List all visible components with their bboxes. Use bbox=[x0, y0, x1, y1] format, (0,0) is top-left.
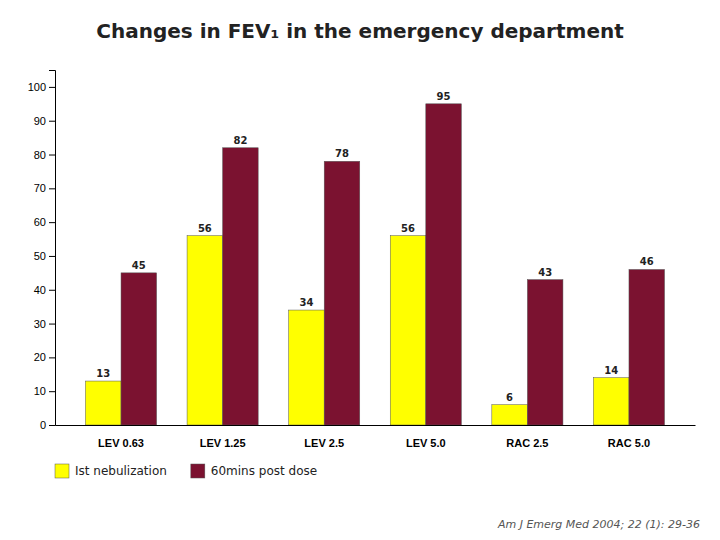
y-tick: 60 bbox=[34, 216, 55, 228]
data-label: 43 bbox=[538, 267, 552, 278]
x-tick: RAC 2.5 bbox=[506, 437, 548, 449]
data-label: 13 bbox=[96, 368, 110, 379]
bar bbox=[629, 269, 665, 425]
x-tick-label: LEV 1.25 bbox=[200, 437, 246, 449]
y-tick: 80 bbox=[34, 149, 55, 161]
y-tick-label: 60 bbox=[34, 216, 46, 228]
y-tick: 10 bbox=[34, 385, 55, 397]
x-tick-label: LEV 0.63 bbox=[98, 437, 144, 449]
y-tick-mark bbox=[49, 188, 55, 189]
legend: Ist nebulization 60mins post dose bbox=[55, 464, 317, 478]
y-tick-label: 70 bbox=[34, 182, 46, 194]
x-axis-line bbox=[56, 425, 696, 426]
bar bbox=[121, 273, 157, 425]
x-axis: LEV 0.63 LEV 1.25 LEV 2.5 LEV 5.0 RAC 2.5 RAC… bbox=[56, 426, 696, 450]
data-label: 6 bbox=[506, 392, 513, 403]
data-label: 14 bbox=[604, 365, 618, 376]
y-tick-label: 20 bbox=[34, 351, 46, 363]
y-tick-label: 10 bbox=[34, 385, 46, 397]
data-label: 78 bbox=[335, 148, 349, 159]
bar bbox=[223, 148, 259, 425]
y-tick: 70 bbox=[34, 182, 55, 194]
annotation: Am J Emerg Med 2004; 22 (1): 29-36 bbox=[497, 518, 700, 531]
y-tick-mark bbox=[49, 87, 55, 88]
y-tick-label: 90 bbox=[34, 115, 46, 127]
bar bbox=[527, 280, 563, 425]
y-tick-mark bbox=[49, 256, 55, 257]
legend-label: Ist nebulization bbox=[75, 464, 167, 478]
y-tick-label: 80 bbox=[34, 149, 46, 161]
y-tick: 40 bbox=[34, 284, 55, 296]
y-tick-label: 50 bbox=[34, 250, 46, 262]
x-tick-label: RAC 5.0 bbox=[608, 437, 650, 449]
legend-item: 60mins post dose bbox=[191, 464, 317, 478]
title: Changes in FEV₁ in the emergency departm… bbox=[96, 19, 624, 43]
x-tick: LEV 5.0 bbox=[406, 437, 446, 449]
bar bbox=[187, 236, 223, 425]
y-tick: 20 bbox=[34, 351, 55, 363]
x-tick-label: LEV 2.5 bbox=[304, 437, 344, 449]
chart: Changes in FEV₁ in the emergency departm… bbox=[0, 0, 720, 540]
y-tick-mark bbox=[49, 357, 55, 358]
legend-label: 60mins post dose bbox=[211, 464, 317, 478]
bar bbox=[492, 405, 528, 425]
bar bbox=[390, 236, 426, 425]
y-axis-line bbox=[49, 71, 56, 426]
y-tick-label: 30 bbox=[34, 318, 46, 330]
y-tick: 0 bbox=[40, 419, 55, 431]
y-tick-mark bbox=[49, 290, 55, 291]
data-label: 46 bbox=[640, 256, 654, 267]
data-label: 45 bbox=[132, 260, 146, 271]
y-tick-mark bbox=[49, 324, 55, 325]
x-tick-label: LEV 5.0 bbox=[406, 437, 446, 449]
bar bbox=[324, 161, 360, 425]
y-tick: 90 bbox=[34, 115, 55, 127]
data-label: 82 bbox=[233, 135, 247, 146]
bar bbox=[85, 381, 121, 425]
data-label: 56 bbox=[198, 223, 212, 234]
legend-swatch bbox=[55, 464, 69, 478]
x-tick: LEV 1.25 bbox=[200, 437, 246, 449]
y-tick-mark bbox=[49, 391, 55, 392]
y-tick-label: 0 bbox=[40, 419, 46, 431]
bars bbox=[85, 104, 664, 425]
plot: 0102030405060708090100LEV 0.63LEV 1.25LE… bbox=[28, 71, 696, 450]
x-tick: LEV 2.5 bbox=[304, 437, 344, 449]
bar bbox=[289, 310, 325, 425]
y-tick-mark bbox=[49, 121, 55, 122]
data-label: 95 bbox=[437, 91, 451, 102]
y-tick-label: 100 bbox=[28, 81, 46, 93]
y-tick-mark bbox=[49, 222, 55, 223]
data-label: 34 bbox=[299, 297, 313, 308]
y-tick-mark bbox=[49, 155, 55, 156]
data-labels: 13 56 34 56 6 14 45 82 78 95 43 46 bbox=[96, 91, 653, 403]
y-axis: 0 10 20 30 40 50 60 70 80 90 100 bbox=[28, 71, 56, 432]
y-tick: 30 bbox=[34, 318, 55, 330]
x-tick: LEV 0.63 bbox=[98, 437, 144, 449]
x-tick-label: RAC 2.5 bbox=[506, 437, 548, 449]
y-tick-mark bbox=[49, 425, 55, 426]
x-tick: RAC 5.0 bbox=[608, 437, 650, 449]
bar bbox=[593, 378, 629, 425]
legend-item: Ist nebulization bbox=[55, 464, 167, 478]
legend-swatch bbox=[191, 464, 205, 478]
y-tick: 50 bbox=[34, 250, 55, 262]
y-tick-label: 40 bbox=[34, 284, 46, 296]
bar bbox=[426, 104, 462, 425]
data-label: 56 bbox=[401, 223, 415, 234]
y-tick: 100 bbox=[28, 81, 55, 93]
